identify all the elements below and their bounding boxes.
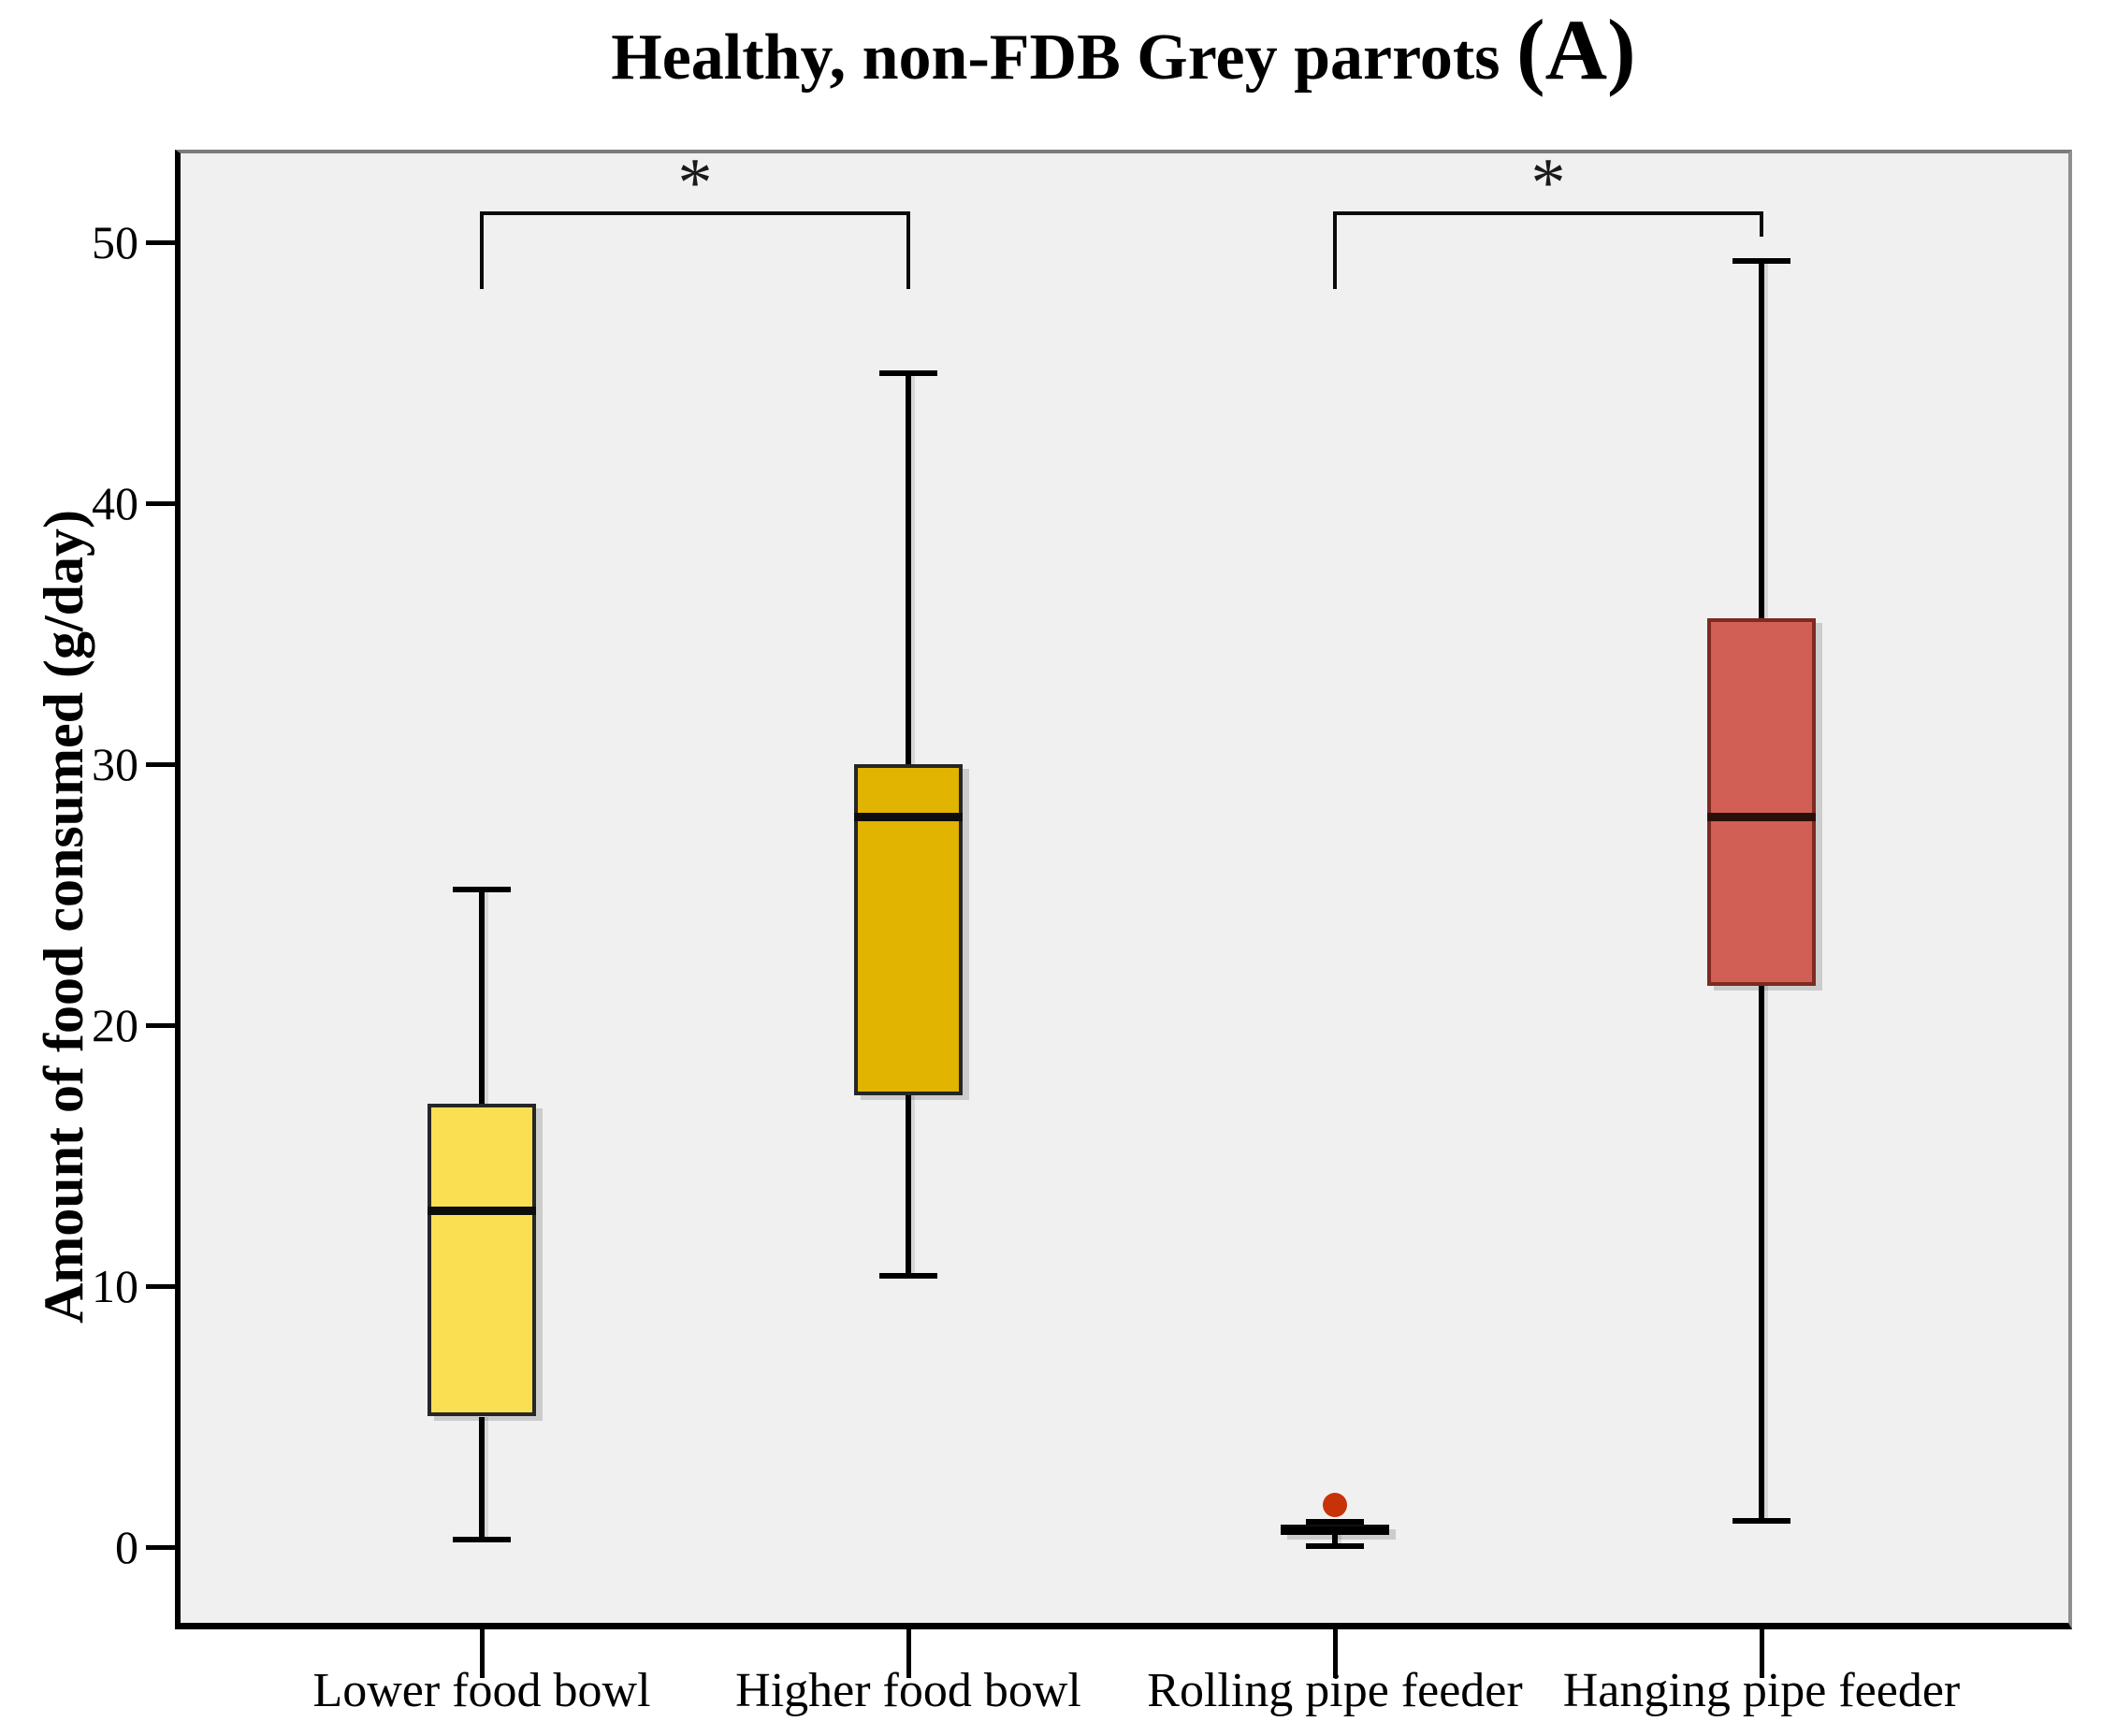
- whisker-upper-hanging-pipe-feeder: [1759, 260, 1764, 618]
- y-tick-mark: [146, 1284, 175, 1289]
- y-tick-mark: [146, 240, 175, 245]
- x-tick-label-higher-food-bowl: Higher food bowl: [735, 1664, 1081, 1717]
- significance-bar-0: [480, 210, 910, 215]
- y-tick-label: 0: [115, 1521, 138, 1573]
- x-tick-mark: [1760, 1629, 1764, 1678]
- whisker-upper-lower-food-bowl: [479, 889, 485, 1104]
- x-tick-label-lower-food-bowl: Lower food bowl: [312, 1664, 651, 1717]
- whisker-upper-higher-food-bowl: [906, 372, 911, 764]
- box-lower-food-bowl: [428, 1103, 536, 1417]
- x-tick-mark: [1333, 1629, 1338, 1678]
- significance-drop-right-0: [906, 210, 910, 290]
- y-tick-label: 10: [92, 1260, 138, 1312]
- y-tick-label: 20: [92, 999, 138, 1051]
- y-tick-mark: [146, 501, 175, 506]
- chart-title-annotation: (A): [1515, 2, 1636, 97]
- median-hanging-pipe-feeder: [1707, 812, 1816, 821]
- significance-drop-left-1: [1333, 210, 1337, 290]
- whisker-cap-top-higher-food-bowl: [879, 369, 937, 376]
- box-hanging-pipe-feeder: [1707, 617, 1816, 987]
- y-tick-label: 40: [92, 477, 138, 529]
- y-tick-label: 50: [92, 216, 138, 268]
- y-tick-mark: [146, 1023, 175, 1028]
- significance-drop-right-1: [1760, 210, 1763, 238]
- whisker-cap-bottom-hanging-pipe-feeder: [1732, 1518, 1790, 1525]
- median-rolling-pipe-feeder: [1281, 1526, 1389, 1535]
- median-higher-food-bowl: [854, 812, 963, 821]
- significance-drop-left-0: [480, 210, 484, 290]
- whisker-lower-rolling-pipe-feeder: [1332, 1535, 1338, 1546]
- whisker-lower-higher-food-bowl: [906, 1095, 911, 1276]
- x-tick-label-rolling-pipe-feeder: Rolling pipe feeder: [1147, 1664, 1523, 1717]
- whisker-cap-top-rolling-pipe-feeder: [1306, 1519, 1364, 1526]
- whisker-cap-bottom-lower-food-bowl: [453, 1536, 511, 1542]
- y-tick-label: 30: [92, 738, 138, 790]
- outlier-rolling-pipe-feeder: [1323, 1493, 1347, 1518]
- whisker-cap-top-hanging-pipe-feeder: [1732, 257, 1790, 264]
- whisker-cap-bottom-higher-food-bowl: [879, 1272, 937, 1279]
- whisker-cap-top-lower-food-bowl: [453, 886, 511, 892]
- whisker-lower-hanging-pipe-feeder: [1759, 986, 1764, 1522]
- x-tick-mark: [480, 1629, 485, 1678]
- median-lower-food-bowl: [428, 1207, 536, 1216]
- whisker-lower-lower-food-bowl: [479, 1416, 485, 1540]
- whisker-cap-bottom-rolling-pipe-feeder: [1306, 1542, 1364, 1549]
- y-tick-mark: [146, 1545, 175, 1550]
- chart-title-main: Healthy, non-FDB Grey parrots: [611, 22, 1516, 94]
- significance-bar-1: [1333, 210, 1763, 215]
- y-tick-mark: [146, 762, 175, 767]
- chart-title: Healthy, non-FDB Grey parrots (A): [175, 0, 2072, 103]
- significance-asterisk-0: *: [677, 144, 713, 222]
- x-tick-label-hanging-pipe-feeder: Hanging pipe feeder: [1562, 1664, 1961, 1717]
- plot-area: * *: [175, 145, 2072, 1629]
- x-tick-mark: [906, 1629, 911, 1678]
- significance-asterisk-1: *: [1530, 144, 1566, 222]
